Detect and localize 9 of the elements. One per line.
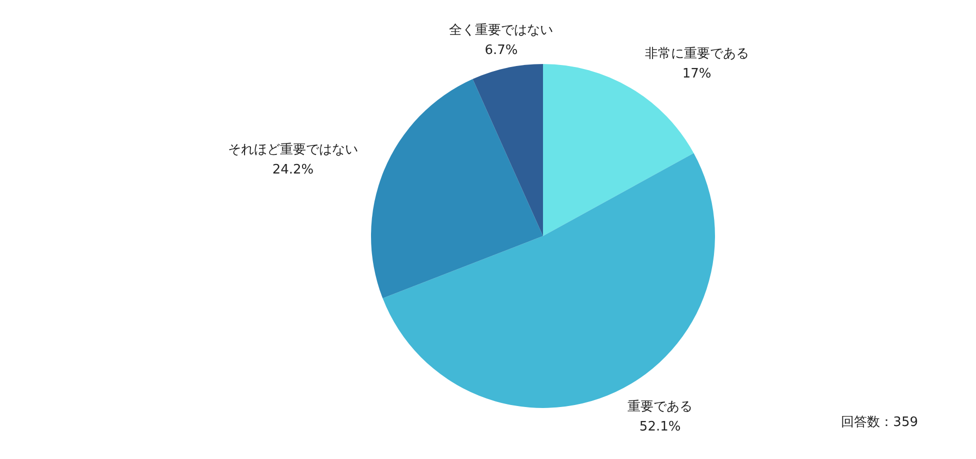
data-label: 17% (682, 66, 712, 82)
slice-label: 重要である (628, 400, 693, 415)
slice-label: 全く重要ではない (449, 22, 554, 38)
data-label: 52.1% (639, 420, 681, 435)
slice-label: 非常に重要である (644, 46, 749, 62)
data-label: 6.7% (484, 42, 518, 58)
text: 回答数：359 (841, 415, 918, 430)
data-label: 24.2% (272, 162, 314, 178)
slice-label: それほど重要ではない (228, 142, 358, 158)
